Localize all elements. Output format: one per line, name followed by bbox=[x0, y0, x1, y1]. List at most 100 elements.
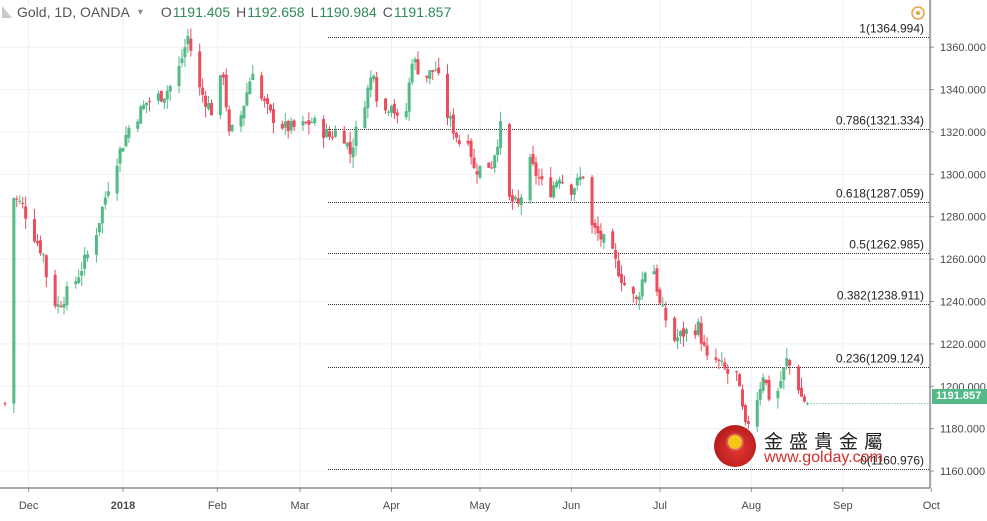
candle[interactable] bbox=[230, 124, 234, 133]
candle[interactable] bbox=[676, 328, 680, 350]
candle[interactable] bbox=[684, 327, 688, 342]
candle[interactable] bbox=[569, 183, 573, 202]
candle[interactable] bbox=[136, 119, 140, 132]
candle[interactable] bbox=[802, 393, 806, 404]
candle[interactable] bbox=[552, 181, 556, 199]
candle[interactable] bbox=[575, 173, 579, 191]
candle[interactable] bbox=[304, 121, 308, 125]
candle[interactable] bbox=[767, 375, 771, 402]
candle[interactable] bbox=[693, 324, 697, 339]
candle[interactable] bbox=[97, 222, 101, 236]
candle[interactable] bbox=[201, 78, 205, 103]
drawing-handle-icon[interactable] bbox=[911, 6, 925, 20]
candle[interactable] bbox=[776, 387, 780, 409]
candle[interactable] bbox=[100, 206, 104, 234]
candle[interactable] bbox=[782, 366, 786, 390]
candle[interactable] bbox=[623, 275, 626, 286]
candle[interactable] bbox=[266, 94, 270, 114]
chevron-down-icon[interactable]: ▾ bbox=[137, 6, 143, 18]
candle[interactable] bbox=[372, 74, 376, 83]
candle[interactable] bbox=[555, 179, 559, 189]
candle[interactable] bbox=[325, 123, 329, 138]
candle[interactable] bbox=[342, 125, 346, 144]
candle[interactable] bbox=[561, 174, 565, 185]
candle[interactable] bbox=[741, 384, 744, 410]
candle[interactable] bbox=[631, 285, 635, 303]
candle[interactable] bbox=[292, 119, 296, 132]
candle[interactable] bbox=[797, 364, 801, 394]
candle[interactable] bbox=[779, 371, 783, 390]
candle[interactable] bbox=[260, 71, 264, 102]
candle[interactable] bbox=[785, 348, 789, 370]
candle[interactable] bbox=[448, 112, 452, 127]
candle[interactable] bbox=[148, 97, 152, 112]
candle[interactable] bbox=[428, 70, 432, 85]
candle[interactable] bbox=[451, 108, 455, 140]
candle[interactable] bbox=[664, 301, 668, 328]
candle[interactable] bbox=[578, 166, 582, 186]
candle[interactable] bbox=[416, 51, 420, 75]
candle[interactable] bbox=[127, 124, 131, 143]
candle[interactable] bbox=[44, 254, 48, 288]
candle[interactable] bbox=[124, 126, 128, 148]
candle[interactable] bbox=[62, 296, 66, 315]
candle[interactable] bbox=[516, 189, 520, 208]
candle[interactable] bbox=[395, 108, 399, 124]
candle[interactable] bbox=[283, 113, 287, 136]
candle[interactable] bbox=[330, 130, 334, 141]
candle[interactable] bbox=[142, 100, 146, 111]
candle[interactable] bbox=[56, 296, 60, 314]
candle[interactable] bbox=[593, 219, 597, 235]
candle[interactable] bbox=[180, 49, 184, 68]
candle[interactable] bbox=[590, 175, 594, 234]
candle[interactable] bbox=[602, 233, 606, 250]
candle[interactable] bbox=[65, 281, 69, 311]
candle[interactable] bbox=[328, 126, 331, 141]
candle[interactable] bbox=[596, 216, 600, 241]
candle[interactable] bbox=[77, 269, 81, 285]
candle[interactable] bbox=[534, 156, 538, 185]
candle[interactable] bbox=[425, 75, 429, 83]
candle[interactable] bbox=[162, 98, 166, 110]
candle[interactable] bbox=[673, 316, 677, 343]
candle[interactable] bbox=[18, 195, 22, 205]
candle[interactable] bbox=[454, 131, 458, 143]
candle[interactable] bbox=[746, 415, 750, 430]
candle[interactable] bbox=[363, 100, 367, 129]
candle[interactable] bbox=[369, 70, 373, 98]
candle[interactable] bbox=[375, 71, 379, 108]
candle[interactable] bbox=[227, 105, 231, 136]
candle[interactable] bbox=[392, 99, 396, 120]
candle[interactable] bbox=[475, 163, 479, 184]
candle[interactable] bbox=[186, 29, 190, 53]
candle[interactable] bbox=[531, 145, 535, 167]
candle[interactable] bbox=[614, 243, 618, 269]
candle[interactable] bbox=[457, 134, 461, 147]
candle[interactable] bbox=[221, 71, 225, 86]
candle[interactable] bbox=[33, 208, 36, 244]
candle[interactable] bbox=[640, 271, 644, 301]
candle[interactable] bbox=[348, 131, 352, 164]
candle[interactable] bbox=[714, 348, 718, 363]
candle[interactable] bbox=[758, 381, 762, 406]
candle[interactable] bbox=[519, 193, 523, 215]
candle[interactable] bbox=[661, 296, 665, 307]
candle[interactable] bbox=[702, 334, 706, 347]
candle-series[interactable] bbox=[3, 28, 809, 432]
candle[interactable] bbox=[168, 84, 172, 102]
candle[interactable] bbox=[637, 291, 641, 310]
candle[interactable] bbox=[156, 90, 160, 105]
candle[interactable] bbox=[115, 158, 119, 201]
handle-dot-icon[interactable] bbox=[916, 11, 920, 15]
candle[interactable] bbox=[404, 103, 408, 120]
candle[interactable] bbox=[478, 165, 482, 180]
candle[interactable] bbox=[431, 69, 435, 81]
candle[interactable] bbox=[437, 57, 441, 76]
candle[interactable] bbox=[434, 61, 438, 72]
candle[interactable] bbox=[269, 103, 272, 113]
candle[interactable] bbox=[263, 96, 267, 108]
candle[interactable] bbox=[696, 318, 700, 337]
candle[interactable] bbox=[682, 321, 685, 347]
candle[interactable] bbox=[652, 264, 656, 275]
candle[interactable] bbox=[469, 138, 473, 165]
